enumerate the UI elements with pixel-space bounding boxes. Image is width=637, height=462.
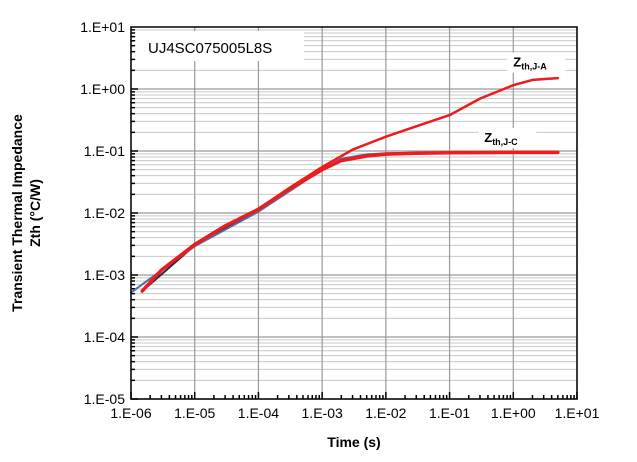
y-tick-label: 1.E-02 bbox=[84, 205, 125, 221]
series-annotation: Zth,J-A bbox=[513, 55, 547, 72]
x-tick-label: 1.E-02 bbox=[365, 405, 406, 421]
plot-frame bbox=[130, 26, 578, 400]
annotation-main: Z bbox=[484, 130, 492, 145]
grid bbox=[130, 27, 578, 400]
title-box bbox=[136, 31, 304, 61]
annotation-bg bbox=[507, 52, 566, 73]
y-tick-label: 1.E-01 bbox=[84, 143, 125, 159]
x-axis-label: Time (s) bbox=[327, 434, 380, 450]
annotation-subscript: th,J-A bbox=[521, 62, 547, 72]
x-tick-label: 1.E-05 bbox=[174, 405, 215, 421]
y-tick-label: 1.E-04 bbox=[84, 329, 125, 345]
x-tick-label: 1.E-03 bbox=[302, 405, 343, 421]
series-line-2 bbox=[140, 76, 560, 293]
y-tick-label: 1.E+00 bbox=[80, 81, 125, 97]
series-group bbox=[130, 76, 560, 294]
y-axis-label-line1: Transient Thermal Impedance bbox=[9, 114, 25, 312]
y-axis-label-line2: Zth (°C/W) bbox=[27, 179, 43, 247]
series-annotation: Zth,J-C bbox=[484, 130, 518, 147]
x-tick-label: 1.E-01 bbox=[429, 405, 470, 421]
chart-title: UJ4SC075005L8S bbox=[148, 40, 272, 57]
annotation-bg bbox=[478, 127, 537, 148]
annotation-main: Z bbox=[513, 55, 521, 70]
series-line-0 bbox=[141, 77, 559, 293]
x-tick-label: 1.E+00 bbox=[491, 405, 536, 421]
x-tick-label: 1.E-06 bbox=[110, 405, 151, 421]
x-tick-label: 1.E+01 bbox=[555, 405, 600, 421]
y-tick-label: 1.E+01 bbox=[80, 19, 125, 35]
x-tick-label: 1.E-04 bbox=[238, 405, 279, 421]
series-line-3 bbox=[140, 150, 560, 293]
y-tick-label: 1.E-03 bbox=[84, 267, 125, 283]
annotation-subscript: th,J-C bbox=[492, 137, 518, 147]
y-tick-label: 1.E-05 bbox=[84, 391, 125, 407]
tick-labels: 1.E-06 1.E-05 1.E-04 1.E-03 1.E-02 1.E-01 1.E+… bbox=[80, 19, 599, 421]
